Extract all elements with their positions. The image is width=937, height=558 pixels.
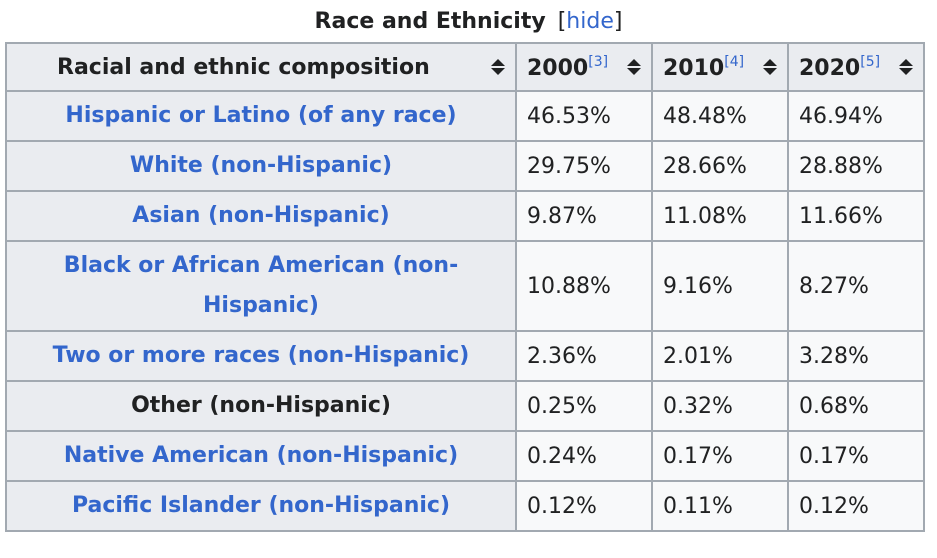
value-2010: 0.32% bbox=[651, 380, 789, 432]
table-row: White (non-Hispanic) 29.75% 28.66% 28.88… bbox=[5, 140, 925, 192]
sort-icon bbox=[763, 59, 777, 75]
table-row: Asian (non-Hispanic) 9.87% 11.08% 11.66% bbox=[5, 190, 925, 242]
value-2020: 11.66% bbox=[787, 190, 925, 242]
row-label-link[interactable]: Native American (non-Hispanic) bbox=[5, 430, 517, 482]
reference-link[interactable]: [5] bbox=[860, 53, 881, 70]
table-caption: Race and Ethnicity [hide] bbox=[0, 0, 937, 42]
column-header-2010[interactable]: 2010[4] bbox=[651, 42, 789, 92]
reference-link[interactable]: [4] bbox=[724, 53, 745, 70]
value-2000: 2.36% bbox=[515, 330, 653, 382]
value-2000: 10.88% bbox=[515, 240, 653, 332]
value-2010: 2.01% bbox=[651, 330, 789, 382]
hide-bracket-open: [ bbox=[557, 8, 567, 34]
hide-toggle: [hide] bbox=[558, 9, 623, 34]
hide-link[interactable]: hide bbox=[566, 8, 614, 34]
row-label-link[interactable]: Black or African American (non-Hispanic) bbox=[5, 240, 517, 332]
value-2020: 0.12% bbox=[787, 480, 925, 532]
row-label-link[interactable]: Asian (non-Hispanic) bbox=[5, 190, 517, 242]
column-header-2020[interactable]: 2020[5] bbox=[787, 42, 925, 92]
value-2010: 28.66% bbox=[651, 140, 789, 192]
value-2000: 0.24% bbox=[515, 430, 653, 482]
value-2010: 11.08% bbox=[651, 190, 789, 242]
value-2020: 0.17% bbox=[787, 430, 925, 482]
sort-icon bbox=[899, 59, 913, 75]
row-label-link[interactable]: Hispanic or Latino (of any race) bbox=[5, 90, 517, 142]
sort-icon bbox=[627, 59, 641, 75]
column-header-label: Racial and ethnic composition bbox=[57, 54, 430, 80]
value-2000: 0.25% bbox=[515, 380, 653, 432]
sort-icon bbox=[491, 59, 505, 75]
value-2020: 3.28% bbox=[787, 330, 925, 382]
caption-title: Race and Ethnicity bbox=[314, 8, 546, 34]
value-2010: 0.17% bbox=[651, 430, 789, 482]
reference-link[interactable]: [3] bbox=[588, 53, 609, 70]
column-header-2000[interactable]: 2000[3] bbox=[515, 42, 653, 92]
demographics-table: Racial and ethnic composition 2000[3] 20… bbox=[5, 42, 925, 532]
value-2010: 48.48% bbox=[651, 90, 789, 142]
table-row: Other (non-Hispanic) 0.25% 0.32% 0.68% bbox=[5, 380, 925, 432]
year-label: 2020 bbox=[799, 55, 861, 81]
value-2000: 0.12% bbox=[515, 480, 653, 532]
table-row: Pacific Islander (non-Hispanic) 0.12% 0.… bbox=[5, 480, 925, 532]
value-2020: 0.68% bbox=[787, 380, 925, 432]
value-2010: 0.11% bbox=[651, 480, 789, 532]
hide-bracket-close: ] bbox=[613, 8, 623, 34]
value-2000: 29.75% bbox=[515, 140, 653, 192]
row-label-link[interactable]: Pacific Islander (non-Hispanic) bbox=[5, 480, 517, 532]
column-header-year: 2000[3] bbox=[527, 54, 608, 81]
column-header-year: 2010[4] bbox=[663, 54, 744, 81]
column-header-year: 2020[5] bbox=[799, 54, 880, 81]
table-row: Black or African American (non-Hispanic)… bbox=[5, 240, 925, 332]
table-row: Hispanic or Latino (of any race) 46.53% … bbox=[5, 90, 925, 142]
value-2000: 9.87% bbox=[515, 190, 653, 242]
row-label: Other (non-Hispanic) bbox=[5, 380, 517, 432]
table-row: Native American (non-Hispanic) 0.24% 0.1… bbox=[5, 430, 925, 482]
value-2000: 46.53% bbox=[515, 90, 653, 142]
value-2020: 28.88% bbox=[787, 140, 925, 192]
column-header-composition[interactable]: Racial and ethnic composition bbox=[5, 42, 517, 92]
row-label-link[interactable]: Two or more races (non-Hispanic) bbox=[5, 330, 517, 382]
table-row: Two or more races (non-Hispanic) 2.36% 2… bbox=[5, 330, 925, 382]
year-label: 2010 bbox=[663, 55, 725, 81]
value-2020: 8.27% bbox=[787, 240, 925, 332]
value-2010: 9.16% bbox=[651, 240, 789, 332]
year-label: 2000 bbox=[527, 55, 589, 81]
value-2020: 46.94% bbox=[787, 90, 925, 142]
row-label-link[interactable]: White (non-Hispanic) bbox=[5, 140, 517, 192]
